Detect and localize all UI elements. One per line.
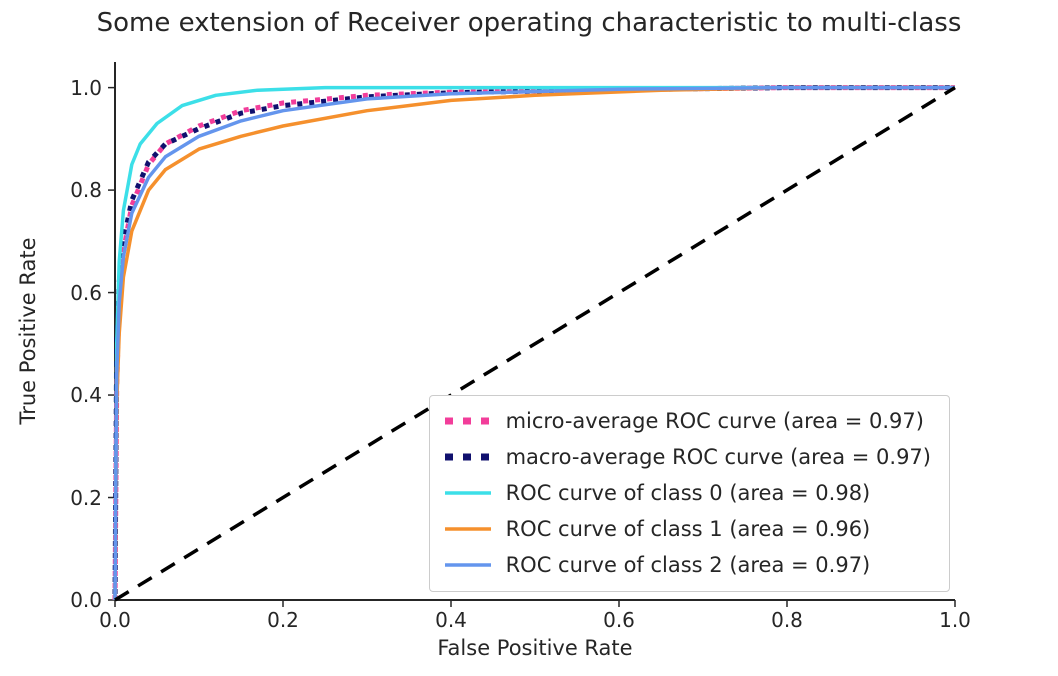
legend-item-label: ROC curve of class 1 (area = 0.96) — [505, 517, 871, 541]
legend: micro-average ROC curve (area = 0.97) mac… — [428, 395, 950, 592]
x-tick-label: 0.8 — [771, 608, 803, 632]
legend-line-sample — [444, 563, 491, 567]
legend-line-sample — [444, 453, 491, 461]
curve-class-2 — [113, 85, 955, 601]
x-tick-label: 0.2 — [267, 608, 299, 632]
x-tick-label: 1.0 — [939, 608, 971, 632]
x-axis-tick-labels: 0.0 0.2 0.4 0.6 0.8 1.0 — [99, 608, 971, 632]
chart-title: Some extension of Receiver operating cha… — [96, 8, 962, 38]
legend-item-micro-average: micro-average ROC curve (area = 0.97) — [444, 409, 931, 433]
x-tick-label: 0.0 — [99, 608, 131, 632]
legend-item-label: ROC curve of class 0 (area = 0.98) — [505, 481, 871, 505]
legend-line-sample — [444, 417, 491, 425]
legend-item-label: macro-average ROC curve (area = 0.97) — [505, 445, 931, 469]
y-tick-label: 0.0 — [70, 588, 102, 612]
roc-plot-canvas — [108, 62, 956, 607]
legend-item-class-1: ROC curve of class 1 (area = 0.96) — [444, 517, 931, 541]
legend-item-label: ROC curve of class 2 (area = 0.97) — [505, 553, 871, 577]
curve-class-1 — [113, 85, 955, 601]
legend-item-macro-average: macro-average ROC curve (area = 0.97) — [444, 445, 931, 469]
curve-class-0 — [113, 85, 955, 601]
legend-item-label: micro-average ROC curve (area = 0.97) — [505, 409, 924, 433]
y-tick-label: 0.2 — [70, 485, 102, 510]
plot-area: micro-average ROC curve (area = 0.97) mac… — [108, 62, 956, 607]
y-tick-label: 0.4 — [70, 383, 102, 408]
x-tick-label: 0.6 — [603, 608, 635, 632]
y-tick-label: 1.0 — [70, 75, 102, 100]
legend-line-sample — [444, 491, 491, 495]
legend-item-class-0: ROC curve of class 0 (area = 0.98) — [444, 481, 931, 505]
legend-item-class-2: ROC curve of class 2 (area = 0.97) — [444, 553, 931, 577]
x-tick-label: 0.4 — [435, 608, 467, 632]
x-axis-label: False Positive Rate — [437, 636, 633, 660]
y-tick-label: 0.8 — [70, 178, 102, 203]
legend-line-sample — [444, 527, 491, 531]
y-axis-tick-labels: 0.0 0.2 0.4 0.6 0.8 1.0 — [52, 62, 102, 612]
y-axis-label: True Positive Rate — [16, 237, 40, 425]
curve-chance — [114, 86, 956, 602]
y-tick-label: 0.6 — [70, 280, 102, 305]
